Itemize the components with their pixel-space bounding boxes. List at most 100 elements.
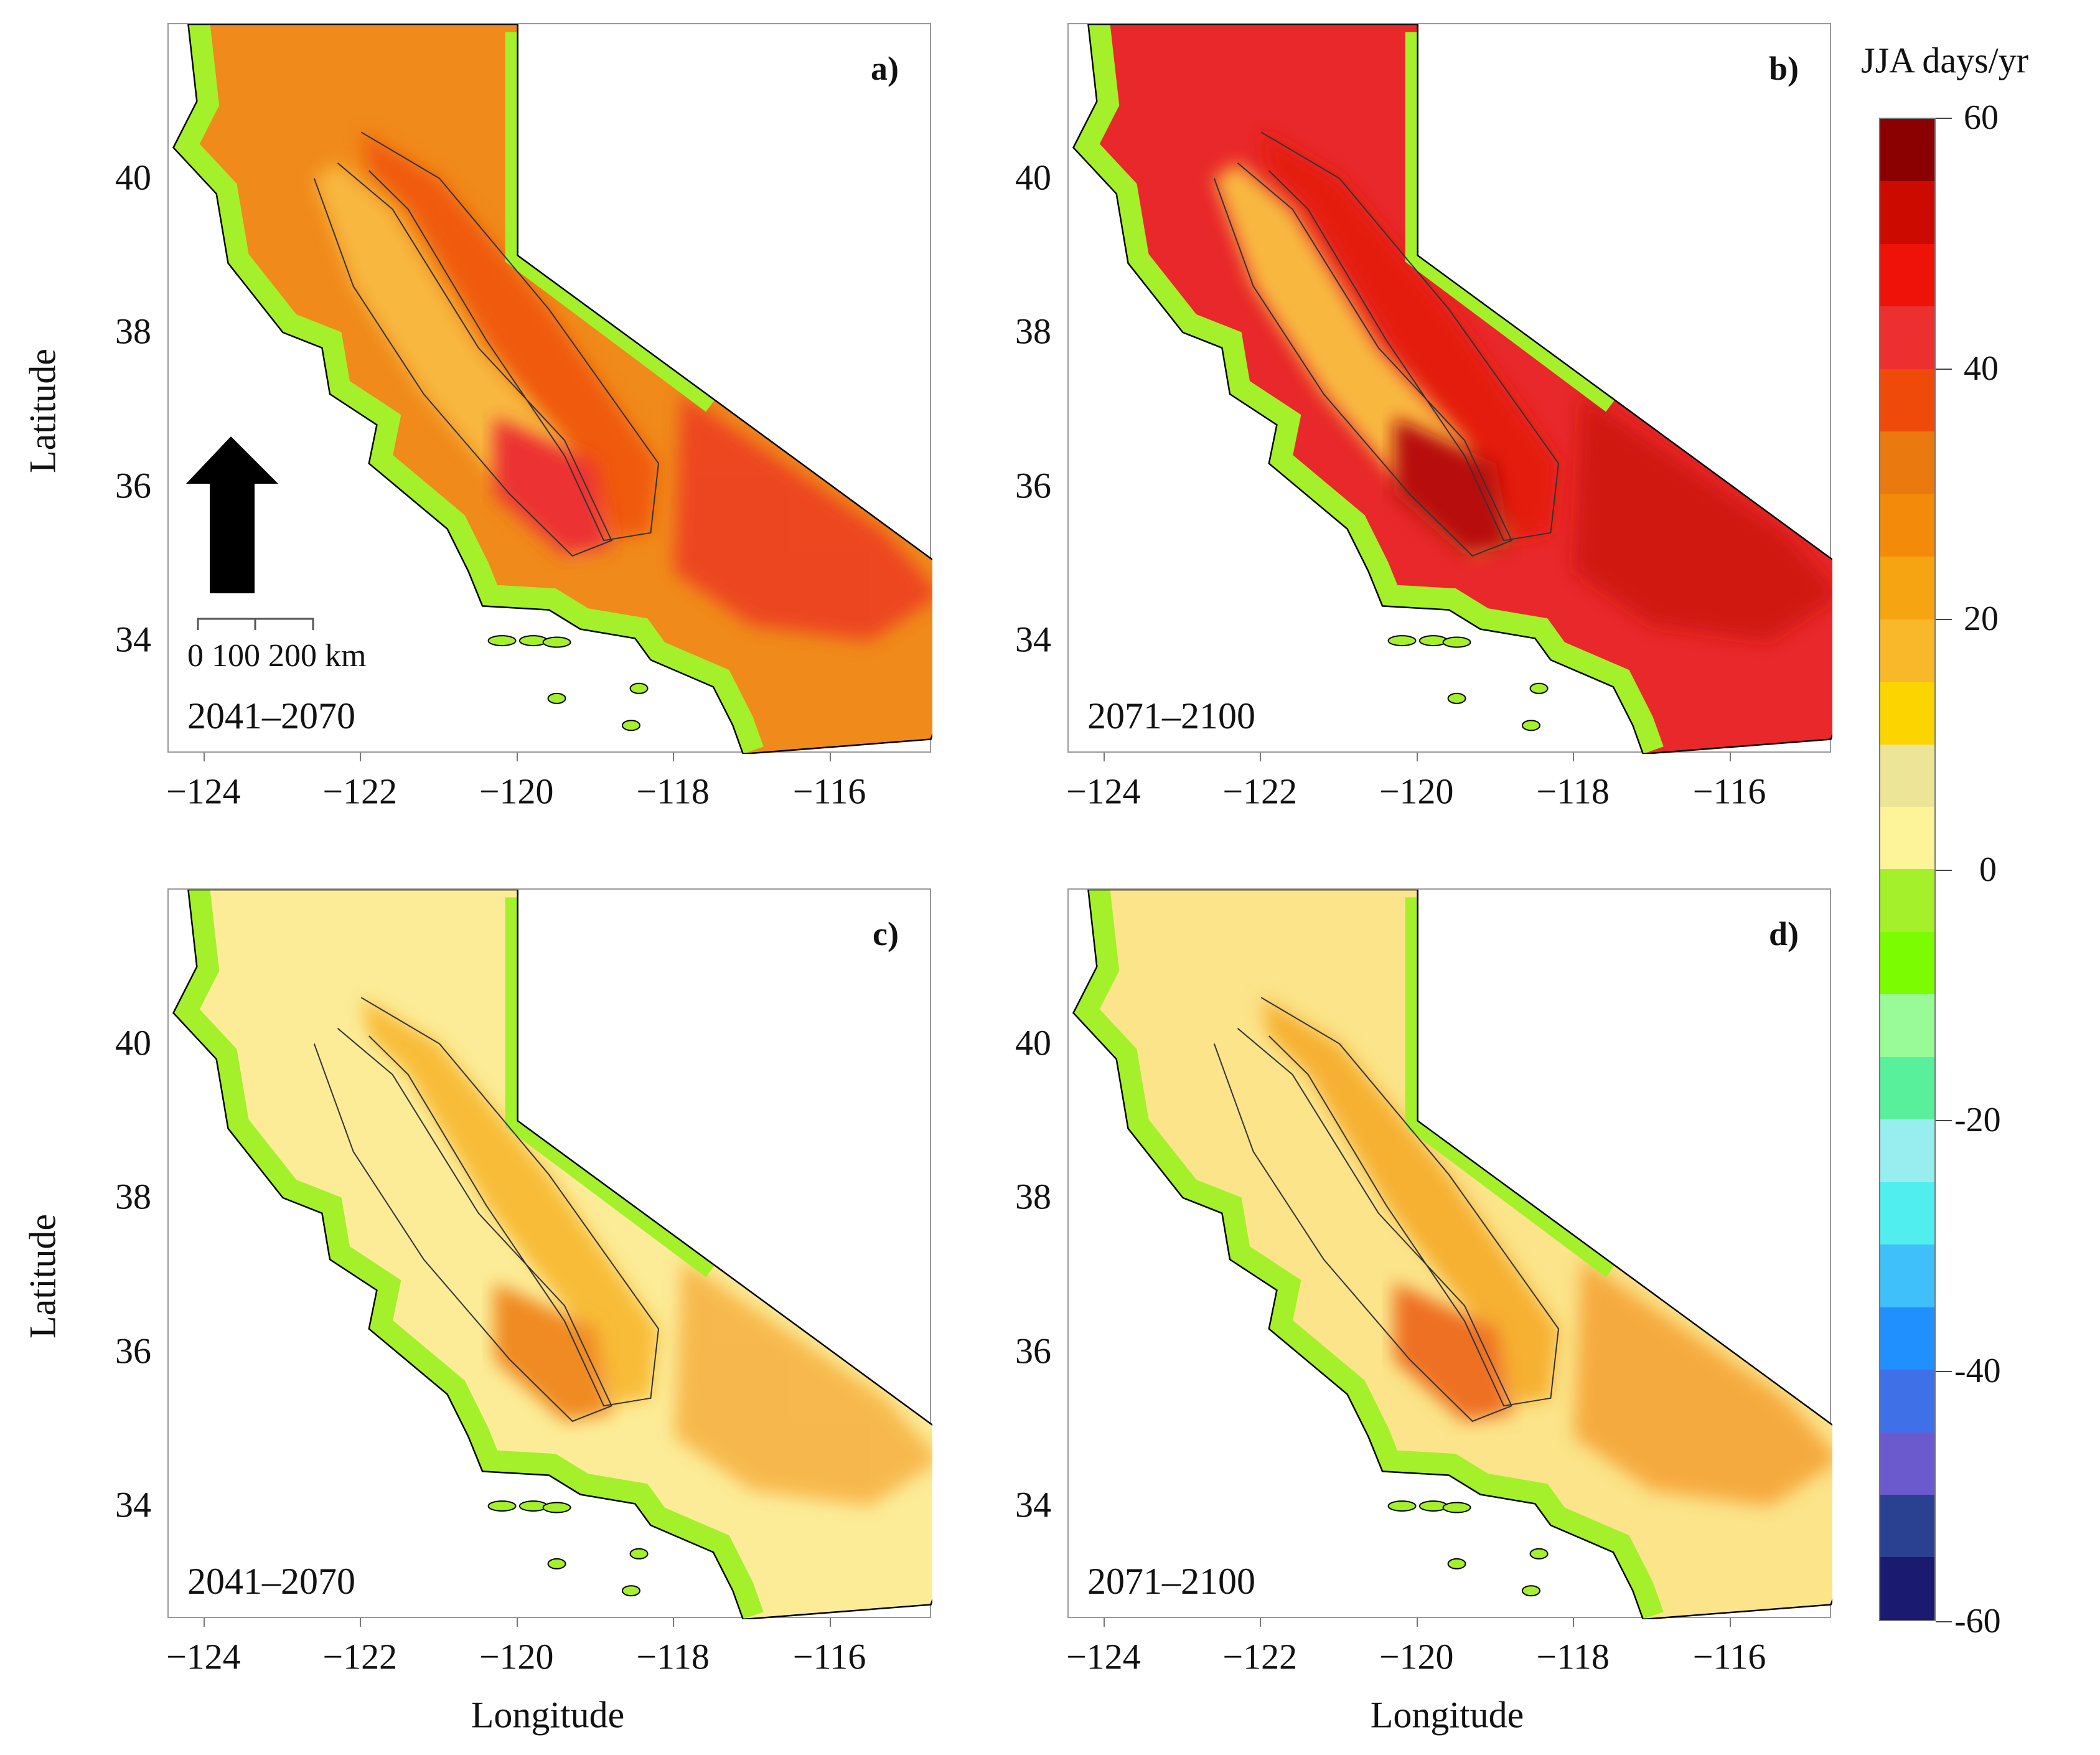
x-tick-mark <box>673 1618 675 1627</box>
x-tick-mark <box>203 1618 205 1627</box>
island <box>1387 1500 1417 1512</box>
southern-valley <box>1394 1282 1512 1421</box>
island <box>547 1558 566 1569</box>
x-tick-mark <box>829 1618 831 1627</box>
island <box>629 1548 649 1560</box>
colorbar-band <box>1880 1182 1934 1245</box>
colorbar-band <box>1880 994 1934 1057</box>
period-label: 2041–2070 <box>187 1561 355 1602</box>
x-tick-label: −118 <box>636 1636 710 1677</box>
desert-region <box>1574 1259 1832 1507</box>
colorbar-band <box>1880 931 1934 995</box>
desert-region <box>674 1259 932 1507</box>
map-panel-b: b) 2071–2100 <box>1067 23 1832 754</box>
x-tick-mark <box>516 753 518 761</box>
x-tick-label: −118 <box>1536 771 1610 812</box>
colorbar-band <box>1880 682 1934 745</box>
map-panel-a: a) 2041–2070 0 100 200 km <box>167 23 932 754</box>
x-tick-mark <box>203 753 205 761</box>
y-tick-label: 38 <box>1015 311 1051 352</box>
x-tick-mark <box>1103 753 1105 761</box>
panel-label: a) <box>871 50 899 87</box>
x-axis-label-left: Longitude <box>471 1694 625 1736</box>
y-tick-label: 36 <box>115 465 151 506</box>
colorbar-band <box>1880 1432 1934 1495</box>
colorbar-tick-mark <box>1936 1621 1952 1622</box>
colorbar-tick-mark <box>1936 1120 1952 1121</box>
panel-label: d) <box>1768 915 1799 953</box>
region-boundary <box>1213 162 1512 557</box>
x-tick-label: −122 <box>1222 1636 1298 1677</box>
y-tick-label: 38 <box>1015 1176 1051 1217</box>
island <box>1447 1558 1466 1569</box>
southern-valley <box>1394 417 1512 556</box>
region-boundary <box>360 131 660 542</box>
x-tick-mark <box>673 753 675 761</box>
island <box>518 1500 548 1512</box>
island <box>518 635 548 647</box>
colorbar-tick-label: 40 <box>1964 349 1999 388</box>
y-tick-label: 36 <box>1015 465 1051 506</box>
panel-label: b) <box>1768 50 1799 87</box>
y-tick-label: 40 <box>1015 157 1051 198</box>
x-tick-mark <box>1573 1618 1575 1627</box>
island <box>487 635 517 647</box>
colorbar <box>1879 118 1936 1621</box>
x-tick-mark <box>1103 1618 1105 1627</box>
x-tick-label: −118 <box>1536 1636 1610 1677</box>
x-tick-mark <box>1260 1618 1262 1627</box>
state-outline <box>1072 24 1832 754</box>
colorbar-tick-label: -40 <box>1954 1351 2001 1390</box>
mountain-region <box>361 997 659 1406</box>
region-boundary <box>1260 131 1560 542</box>
desert-region <box>674 394 932 641</box>
state-outline <box>172 890 932 1619</box>
x-tick-mark <box>829 753 831 761</box>
colorbar-band <box>1880 1056 1934 1120</box>
period-label: 2071–2100 <box>1087 695 1255 736</box>
colorbar-tick-label: 60 <box>1964 98 1999 137</box>
island <box>1529 682 1549 694</box>
y-tick-label: 38 <box>115 311 151 352</box>
x-tick-label: −122 <box>322 771 398 812</box>
region-boundary <box>1260 997 1560 1407</box>
island <box>1418 635 1448 647</box>
x-tick-mark <box>1416 753 1418 761</box>
x-tick-label: −116 <box>792 771 866 812</box>
colorbar-band <box>1880 619 1934 682</box>
colorbar-tick-label: 20 <box>1964 600 1999 638</box>
colorbar-tick-mark <box>1936 619 1952 620</box>
colorbar-band <box>1880 369 1934 432</box>
island <box>542 1502 571 1513</box>
x-tick-mark <box>360 753 362 761</box>
colorbar-tick-label: 0 <box>1979 850 1997 889</box>
x-tick-mark <box>1416 1618 1418 1627</box>
island <box>1442 636 1471 648</box>
state-outline <box>1072 890 1832 1619</box>
colorbar-band <box>1880 1244 1934 1307</box>
map-panel-c: c) 2041–2070 <box>167 888 932 1619</box>
region-boundary <box>1213 1028 1512 1423</box>
x-tick-label: −120 <box>1379 771 1454 812</box>
x-axis-label-right: Longitude <box>1370 1694 1524 1736</box>
colorbar-band <box>1880 181 1934 244</box>
scale-bar <box>197 618 314 630</box>
region-boundary <box>313 162 612 557</box>
x-tick-label: −116 <box>1692 771 1766 812</box>
colorbar-band <box>1880 1494 1934 1558</box>
x-tick-mark <box>1260 753 1262 761</box>
x-tick-label: −120 <box>479 771 554 812</box>
period-label: 2071–2100 <box>1087 1561 1255 1602</box>
y-tick-label: 34 <box>115 1484 151 1525</box>
colorbar-band <box>1880 1307 1934 1370</box>
x-tick-mark <box>1573 753 1575 761</box>
x-tick-label: −116 <box>792 1636 866 1677</box>
desert-region <box>1574 394 1832 641</box>
y-axis-label-bottom: Latitude <box>22 1214 63 1339</box>
island <box>1387 635 1417 647</box>
colorbar-tick-mark <box>1936 368 1952 370</box>
state-outline <box>172 24 932 754</box>
island <box>1529 1548 1549 1560</box>
island <box>487 1500 517 1512</box>
y-tick-label: 40 <box>115 1022 151 1063</box>
